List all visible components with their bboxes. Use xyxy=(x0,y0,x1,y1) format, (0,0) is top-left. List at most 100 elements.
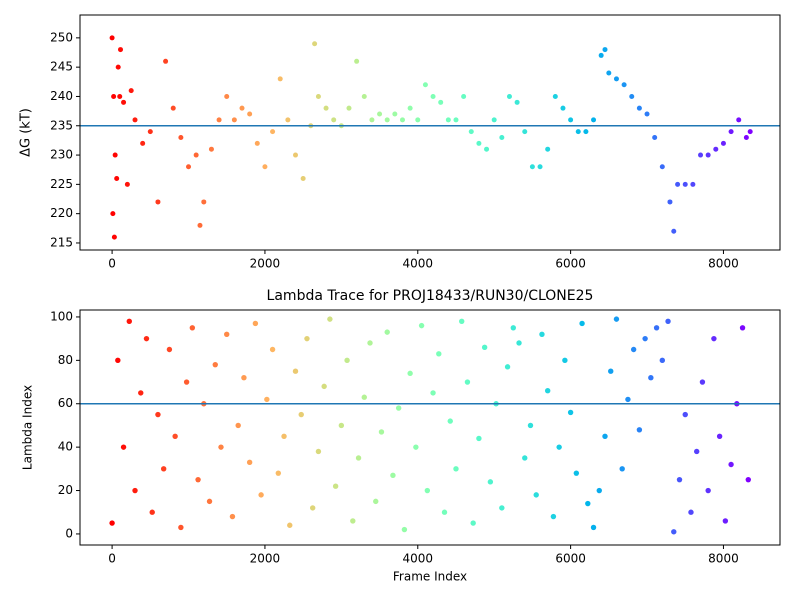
point xyxy=(120,444,127,450)
point xyxy=(212,361,218,368)
point xyxy=(461,93,467,99)
point xyxy=(111,93,117,99)
y-tick-label: 245 xyxy=(50,60,73,74)
point xyxy=(258,492,264,498)
point xyxy=(722,518,729,524)
y-tick-label: 250 xyxy=(50,30,73,44)
x-tick-label: 8000 xyxy=(708,552,739,566)
point xyxy=(552,93,558,99)
point xyxy=(111,234,117,240)
point xyxy=(415,117,421,123)
point xyxy=(292,368,299,374)
point xyxy=(688,509,694,515)
point xyxy=(585,500,591,507)
point xyxy=(241,375,247,381)
point xyxy=(602,47,608,53)
point xyxy=(315,93,321,99)
point xyxy=(140,140,146,146)
point xyxy=(453,466,459,472)
point xyxy=(459,318,465,324)
point xyxy=(698,152,704,158)
point xyxy=(642,335,648,342)
plot-area xyxy=(80,316,780,535)
point xyxy=(506,93,512,99)
point xyxy=(281,433,287,439)
point xyxy=(583,129,589,135)
point xyxy=(613,316,620,322)
point xyxy=(147,129,153,135)
point xyxy=(186,164,192,170)
y-tick-label: 40 xyxy=(58,440,73,454)
x-axis-label: Frame Index xyxy=(393,570,467,584)
chart-title: Lambda Trace for PROJ18433/RUN30/CLONE25 xyxy=(267,288,594,304)
y-axis-label: Lambda Index xyxy=(21,385,35,470)
point xyxy=(298,411,304,418)
point xyxy=(430,93,436,99)
point xyxy=(332,483,339,489)
x-tick-label: 2000 xyxy=(250,257,281,271)
point xyxy=(728,461,734,468)
point xyxy=(252,320,259,327)
point xyxy=(110,211,116,217)
point xyxy=(676,476,683,483)
x-tick-label: 0 xyxy=(108,552,116,566)
point xyxy=(644,111,650,117)
point xyxy=(476,140,482,146)
point xyxy=(625,396,631,403)
point xyxy=(573,470,580,476)
point xyxy=(613,76,619,82)
point xyxy=(636,427,643,433)
point xyxy=(487,479,494,485)
point xyxy=(361,93,367,99)
x-tick-label: 2000 xyxy=(250,552,281,566)
point xyxy=(178,524,184,531)
point xyxy=(464,379,471,385)
point xyxy=(499,505,505,511)
point xyxy=(392,111,398,117)
point xyxy=(713,146,719,152)
point xyxy=(277,76,283,82)
point xyxy=(671,529,677,535)
point xyxy=(441,509,448,515)
point xyxy=(399,117,405,123)
point xyxy=(481,344,488,351)
point xyxy=(598,52,604,58)
point xyxy=(323,105,329,111)
point xyxy=(560,105,566,111)
point xyxy=(537,164,543,170)
plot-area xyxy=(80,35,780,240)
point xyxy=(367,340,373,346)
point xyxy=(229,513,236,520)
point xyxy=(170,105,176,111)
point xyxy=(424,487,431,494)
point xyxy=(745,476,751,483)
point xyxy=(413,444,419,450)
point xyxy=(293,152,299,158)
point xyxy=(231,117,237,123)
point xyxy=(121,99,127,105)
axes-frame xyxy=(79,309,781,546)
point xyxy=(667,199,673,205)
point xyxy=(619,466,625,472)
point xyxy=(128,88,134,94)
point xyxy=(659,164,665,170)
point xyxy=(315,448,322,455)
point xyxy=(529,164,535,170)
point xyxy=(545,146,551,152)
point xyxy=(321,383,327,390)
point xyxy=(653,325,660,331)
point xyxy=(163,58,169,64)
point xyxy=(208,146,214,152)
y-axis-label: ΔG (kT) xyxy=(19,108,34,157)
x-tick-label: 6000 xyxy=(555,552,586,566)
point xyxy=(178,134,184,140)
point xyxy=(652,134,658,140)
point xyxy=(224,331,230,338)
point xyxy=(270,129,276,135)
point xyxy=(522,455,528,461)
point xyxy=(285,117,291,123)
point xyxy=(189,325,196,331)
point xyxy=(373,498,379,505)
point xyxy=(418,322,425,329)
